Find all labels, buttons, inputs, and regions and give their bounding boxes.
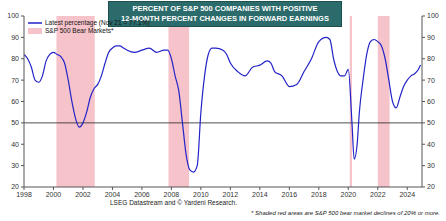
svg-text:2016: 2016: [282, 191, 298, 198]
html-text:S&P 500 Bear Markets*: S&P 500 Bear Markets*: [45, 27, 114, 34]
svg-text:2024: 2024: [399, 191, 415, 198]
svg-text:30: 30: [11, 162, 19, 169]
svg-text:70: 70: [427, 77, 435, 84]
svg-text:20: 20: [427, 183, 435, 190]
svg-text:2002: 2002: [75, 191, 91, 198]
svg-text:40: 40: [427, 141, 435, 148]
svg-text:90: 90: [11, 34, 19, 41]
svg-text:2006: 2006: [134, 191, 150, 198]
svg-text:2012: 2012: [223, 191, 239, 198]
svg-text:100: 100: [427, 12, 438, 19]
html-text:* Shaded red areas are S&P 500: * Shaded red areas are S&P 500 bear mark…: [251, 210, 440, 216]
svg-text:80: 80: [11, 55, 19, 62]
svg-text:70: 70: [11, 77, 19, 84]
svg-text:50: 50: [427, 119, 435, 126]
svg-text:60: 60: [11, 98, 19, 105]
svg-text:2018: 2018: [311, 191, 327, 198]
html-text:12-MONTH PERCENT CHANGES IN FO: 12-MONTH PERCENT CHANGES IN FORWARD EARN…: [121, 14, 329, 23]
svg-text:60: 60: [427, 98, 435, 105]
svg-text:100: 100: [8, 12, 19, 19]
svg-text:2004: 2004: [105, 191, 121, 198]
svg-text:90: 90: [427, 34, 435, 41]
svg-text:2022: 2022: [370, 191, 386, 198]
html-text:Latest percentage (Nov 21 = 77: Latest percentage (Nov 21 = 77.1%): [45, 19, 150, 26]
svg-text:2020: 2020: [341, 191, 357, 198]
svg-text:30: 30: [427, 162, 435, 169]
svg-text:2008: 2008: [164, 191, 180, 198]
html-text:PERCENT OF S&P 500 COMPANIES W: PERCENT OF S&P 500 COMPANIES WITH POSITI…: [132, 4, 318, 13]
svg-text:50: 50: [11, 119, 19, 126]
svg-text:40: 40: [11, 141, 19, 148]
svg-text:20: 20: [11, 183, 19, 190]
svg-text:80: 80: [427, 55, 435, 62]
svg-text:1998: 1998: [16, 191, 32, 198]
svg-text:2010: 2010: [193, 191, 209, 198]
svg-text:2014: 2014: [252, 191, 268, 198]
svg-text:2000: 2000: [46, 191, 62, 198]
html-text:LSEG Datastream and © Yardeni: LSEG Datastream and © Yardeni Research.: [110, 199, 237, 206]
